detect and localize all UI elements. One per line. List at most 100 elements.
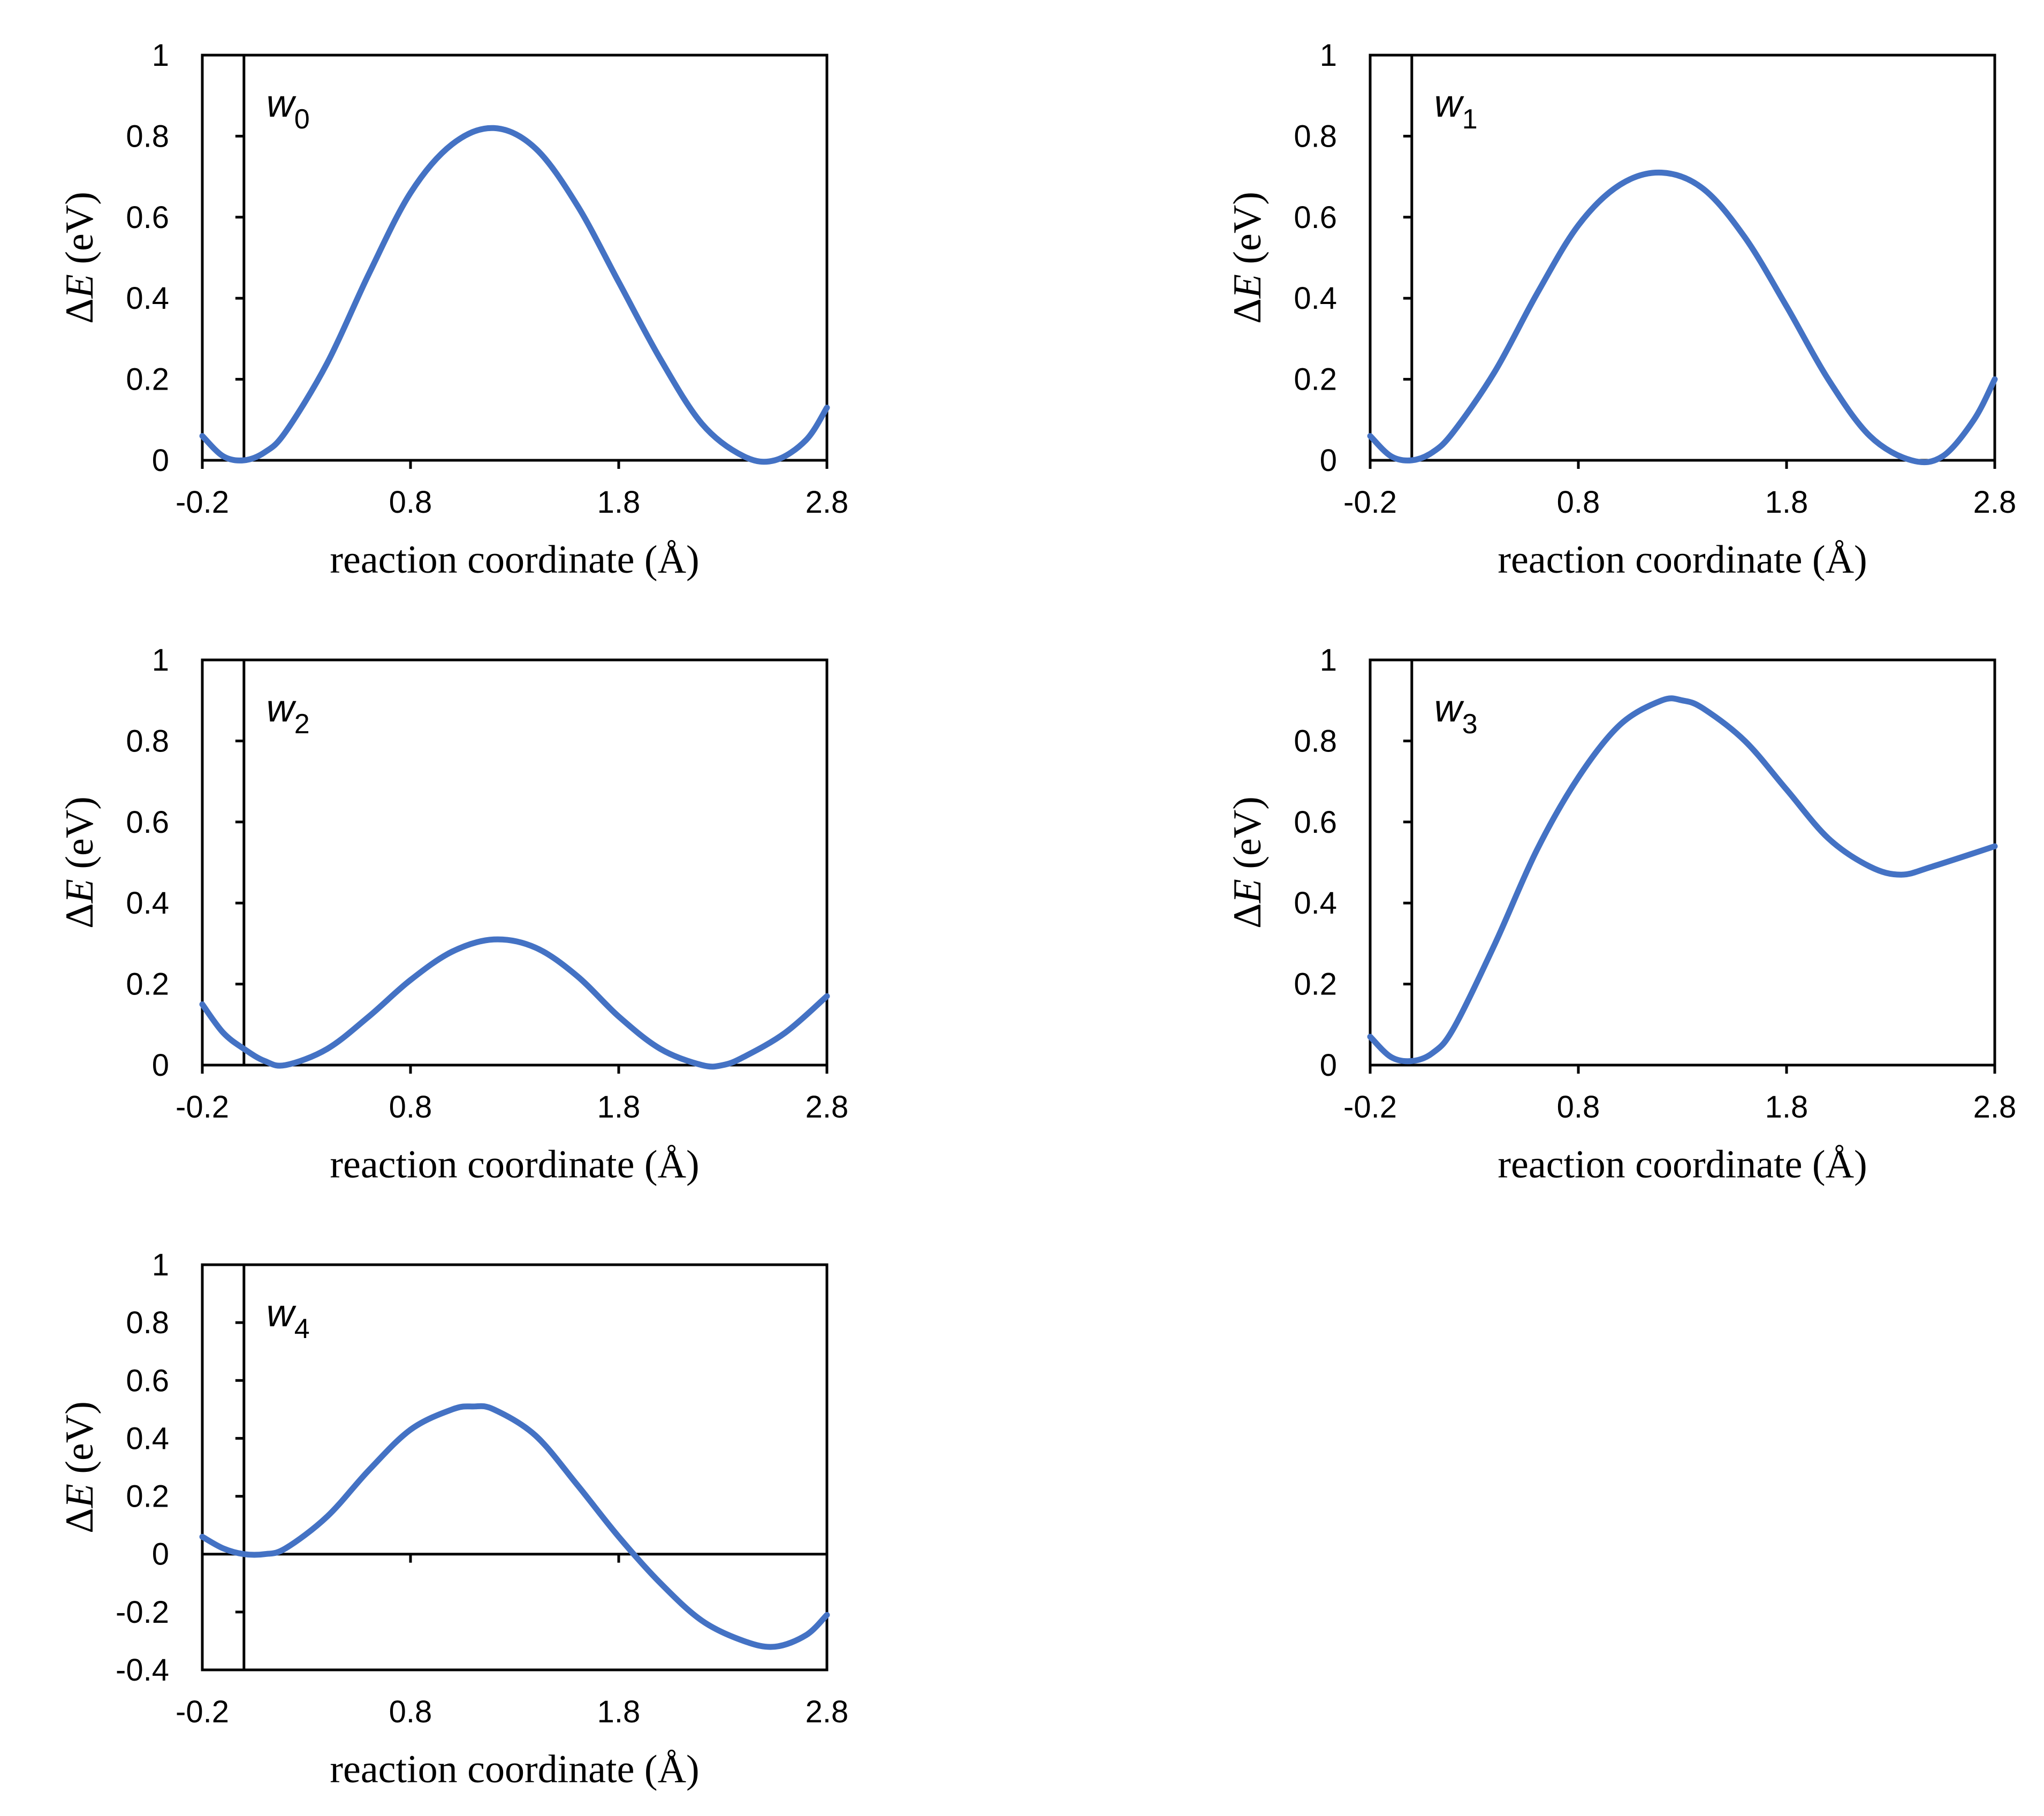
panel-label-main: w [267,82,297,125]
panel-label-sub: 1 [1462,104,1478,135]
series-line-w1 [1367,169,1998,466]
data-point [577,205,578,206]
data-point [774,1646,775,1647]
y-axis-title: ΔE (eV) [1226,192,1270,324]
panel-label-sub: 4 [294,1313,310,1344]
y-axis-title: ΔE (eV) [58,796,102,929]
panel-label-sub: 0 [294,104,310,135]
x-tick-label: 2.8 [806,1695,849,1729]
y-tick-label: 1 [152,1248,169,1282]
panel-w0: 0 0.2 0.4 0.6 0.8 1 -0.2 0.8 1.8 2.8 reaction coor… [58,38,848,582]
y-tick-label: 0.8 [126,724,169,758]
y-axis-title-delta: Δ [58,903,102,929]
data-point [1661,700,1662,701]
plot-frame [201,1263,829,1671]
data-point [1578,777,1579,778]
data-point [1453,1028,1454,1029]
y-axis-title: ΔE (eV) [1226,796,1270,929]
data-point [785,1032,786,1033]
y-axis-title-delta: Δ [1226,298,1270,324]
y-tick-label: 0.6 [126,1363,169,1398]
panel-label: w2 [267,687,310,740]
panel-label: w3 [1434,687,1478,740]
y-tick-label: 0 [152,1537,169,1572]
data-point [493,939,494,940]
y-tick-label: -0.4 [116,1653,169,1688]
y-tick-label: 0.8 [1294,119,1337,154]
data-point [327,1048,328,1049]
y-tick-label: 0 [152,1048,169,1083]
plot-frame [1369,54,1996,462]
y-tick-label: 0.6 [126,200,169,235]
data-point [285,1065,286,1066]
y-tick-label: 0.6 [126,805,169,840]
y-axis-title-unit: (eV) [58,1401,102,1484]
y-tick-label: 0.2 [1294,362,1337,397]
y-axis-title-var: E [1226,274,1270,299]
x-tick-label: 1.8 [597,485,641,520]
data-point [1682,700,1683,701]
y-tick-label: 0.2 [126,362,169,397]
y-axis-title-delta: Δ [58,298,102,324]
y-tick-label: 0 [1320,443,1337,478]
y-axis-title-unit: (eV) [1226,796,1270,879]
series-line-w3 [1367,695,1998,1065]
x-tick-label: 1.8 [597,1090,641,1124]
x-axis-title: reaction coordinate (Å) [1498,1143,1867,1187]
plot-frame [201,658,829,1067]
x-tick-label: 1.8 [1765,1090,1809,1124]
y-axis-title-delta: Δ [58,1508,102,1533]
x-tick-label: -0.2 [1343,485,1397,520]
data-point [493,1409,494,1410]
data-point [202,1004,203,1005]
y-tick-label: 0.8 [1294,724,1337,758]
x-tick-label: 1.8 [1765,485,1809,520]
x-tick-label: 2.8 [806,1090,849,1124]
data-point [743,1640,744,1641]
x-tick-label: -0.2 [176,485,229,520]
x-tick-label: 1.8 [597,1695,641,1729]
data-point [1411,460,1412,461]
x-axis-title: reaction coordinate (Å) [330,1747,699,1791]
panel-w4: -0.4-0.200.20.40.60.81-0.2 0.8 1.8 2.8react… [58,1248,848,1791]
y-axis-title-unit: (eV) [58,192,102,274]
data-point [1911,460,1912,461]
data-point [577,1484,578,1485]
y-tick-label: 0.4 [126,886,169,921]
x-tick-label: -0.2 [1343,1090,1397,1124]
panel-label-sub: 3 [1462,709,1478,740]
y-axis-title: ΔE (eV) [58,1401,102,1533]
plot-frame [201,54,829,462]
y-tick-label: 0.6 [1294,200,1337,235]
y-axis-title-delta: Δ [1226,903,1270,929]
series-line-w2 [199,936,830,1070]
y-axis-title-unit: (eV) [1226,192,1270,274]
y-axis-title-var: E [58,274,102,299]
y-tick-label: 0.2 [126,967,169,1002]
x-tick-label: 0.8 [389,1090,432,1124]
x-tick-label: 2.8 [806,485,849,520]
panel-w1: 0 0.2 0.4 0.6 0.8 1 -0.2 0.8 1.8 2.8 reaction coor… [1226,38,2016,582]
data-point [535,148,536,149]
y-tick-label: 0.8 [126,1305,169,1340]
series-line-w0 [199,125,830,465]
data-point [1390,456,1391,457]
y-axis-title-var: E [1226,879,1270,903]
x-tick-label: 2.8 [1973,485,2017,520]
data-point [743,456,744,457]
y-tick-label: 0.4 [126,1421,169,1456]
x-tick-label: -0.2 [176,1090,229,1124]
panel-label-sub: 2 [294,709,310,740]
panel-label-main: w [1434,82,1464,125]
panel-w3: 0 0.2 0.4 0.6 0.8 1 -0.2 0.8 1.8 2.8 reaction coor… [1226,643,2016,1187]
x-axis-title: reaction coordinate (Å) [1498,538,1867,582]
x-tick-label: 0.8 [389,485,432,520]
panel-label: w0 [267,82,310,135]
y-tick-label: 0.4 [1294,281,1337,316]
y-axis-title-unit: (eV) [58,796,102,879]
y-tick-label: 0.6 [1294,805,1337,840]
y-tick-label: 0.4 [126,281,169,316]
x-tick-label: 2.8 [1973,1090,2017,1124]
data-point [1703,708,1704,709]
